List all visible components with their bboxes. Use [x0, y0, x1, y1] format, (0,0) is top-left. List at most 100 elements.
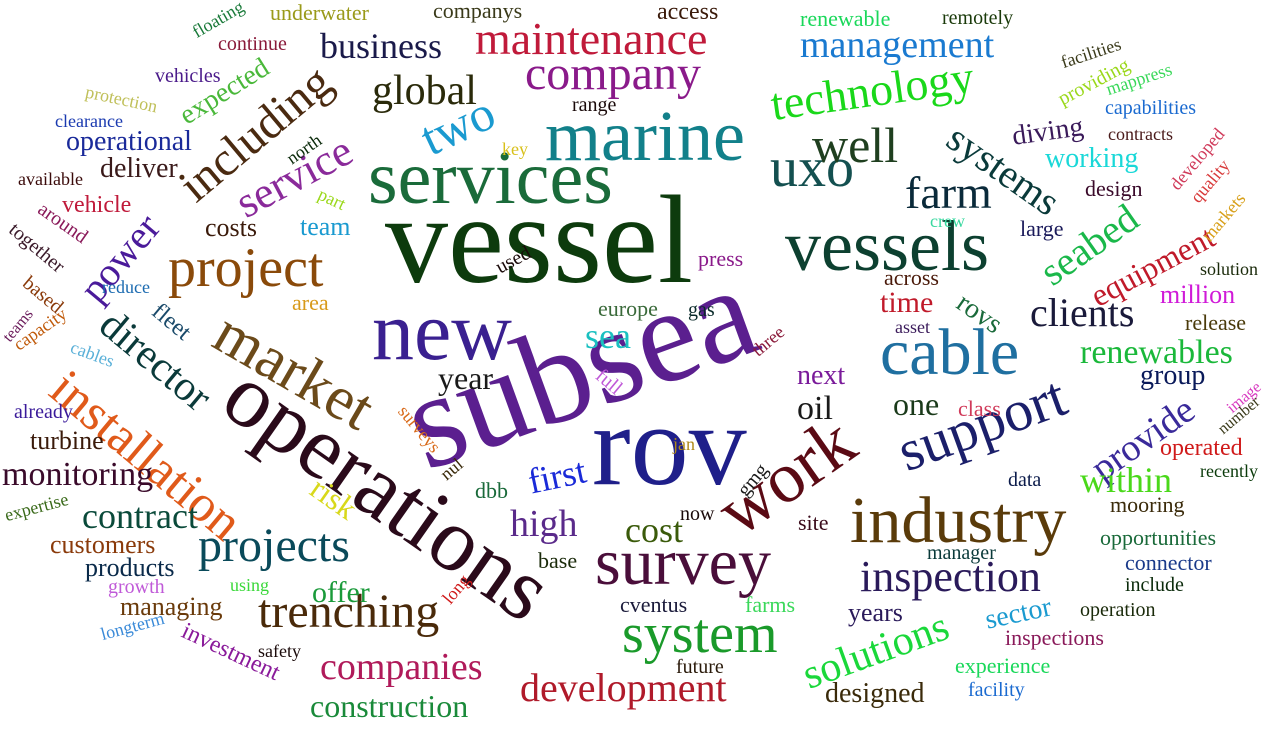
word-new: new: [372, 285, 512, 378]
word-years: years: [848, 598, 903, 627]
word-marine: marine: [545, 96, 745, 176]
word-solution: solution: [1200, 259, 1259, 279]
word-key: key: [502, 139, 528, 159]
word-team: team: [300, 212, 351, 241]
word-press: press: [698, 246, 744, 271]
word-farm: farm: [905, 167, 992, 218]
word-projects: projects: [198, 519, 350, 572]
word-project: project: [168, 237, 324, 299]
word-available: available: [18, 169, 83, 189]
word-well: well: [812, 117, 899, 173]
word-operated: operated: [1160, 435, 1243, 461]
word-remotely: remotely: [942, 7, 1014, 29]
word-renewables: renewables: [1080, 334, 1233, 371]
word-release: release: [1185, 310, 1247, 335]
word-million: million: [1160, 280, 1236, 309]
word-sea: sea: [585, 316, 631, 356]
word-data: data: [1008, 469, 1042, 491]
word-vessels: vessels: [785, 206, 989, 286]
word-monitoring: monitoring: [2, 456, 154, 493]
word-one: one: [893, 386, 940, 422]
word-clearance: clearance: [55, 111, 123, 131]
word-system: system: [622, 603, 778, 665]
word-time: time: [880, 286, 934, 319]
word-trenching: trenching: [258, 585, 440, 638]
word-construction: construction: [310, 688, 469, 724]
word-development: development: [520, 665, 727, 710]
word-growth: growth: [108, 576, 165, 598]
word-cost: cost: [625, 510, 683, 550]
word-offer: offer: [312, 576, 370, 609]
word-customers: customers: [50, 530, 156, 559]
word-company: company: [525, 47, 701, 100]
word-site: site: [798, 510, 829, 535]
word-costs: costs: [205, 213, 257, 242]
word-reduce: reduce: [102, 277, 150, 297]
word-next: next: [797, 360, 846, 391]
word-cventus: cventus: [620, 592, 688, 617]
word-inspections: inspections: [1005, 625, 1104, 650]
word-future: future: [676, 656, 724, 678]
word-operation: operation: [1080, 599, 1156, 621]
word-facility: facility: [968, 679, 1025, 701]
word-group: group: [1140, 360, 1206, 391]
word-using: using: [230, 575, 270, 595]
word-range: range: [572, 94, 617, 116]
word-europe: europe: [598, 296, 658, 321]
word-recently: recently: [1200, 461, 1258, 481]
word-part: part: [315, 184, 349, 214]
word-experience: experience: [955, 653, 1051, 678]
word-expertise: expertise: [2, 488, 71, 526]
word-opportunities: opportunities: [1100, 525, 1217, 550]
word-working: working: [1045, 143, 1139, 174]
word-area: area: [292, 290, 329, 315]
word-safety: safety: [258, 641, 301, 661]
word-class: class: [958, 396, 1001, 421]
word-designed: designed: [825, 678, 925, 709]
word-already: already: [14, 401, 73, 423]
word-management: management: [800, 24, 995, 66]
word-crew: crew: [930, 211, 965, 231]
word-first: first: [524, 450, 590, 502]
word-products: products: [85, 553, 175, 582]
word-year: year: [438, 360, 494, 396]
word-companys: companys: [433, 0, 523, 23]
word-design: design: [1085, 176, 1143, 201]
word-farms: farms: [745, 592, 796, 617]
word-renewable: renewable: [800, 6, 891, 31]
word-asset: asset: [895, 317, 930, 337]
word-continue: continue: [218, 33, 287, 55]
word-across: across: [884, 265, 939, 290]
word-now: now: [680, 503, 715, 525]
word-services: services: [368, 136, 613, 220]
word-operational: operational: [66, 126, 192, 157]
word-include: include: [1125, 574, 1184, 596]
word-capabilities: capabilities: [1105, 97, 1197, 119]
word-manager: manager: [927, 542, 996, 564]
word-companies: companies: [320, 646, 483, 688]
word-contracts: contracts: [1108, 124, 1173, 144]
word-uxo: uxo: [770, 137, 854, 199]
word-global: global: [372, 68, 477, 114]
word-inspection: inspection: [860, 552, 1041, 601]
word-industry: industry: [850, 484, 1067, 557]
word-managing: managing: [120, 592, 223, 621]
word-large: large: [1020, 216, 1064, 241]
word-dbb: dbb: [475, 478, 508, 503]
word-vehicle: vehicle: [62, 192, 132, 218]
word-turbine: turbine: [30, 426, 104, 455]
word-within: within: [1080, 460, 1173, 500]
word-clients: clients: [1030, 290, 1135, 335]
word-deliver: deliver: [100, 153, 178, 184]
word-gas: gas: [688, 299, 715, 321]
word-mooring: mooring: [1110, 492, 1185, 517]
word-jan: jan: [673, 434, 695, 454]
word-rov: rov: [592, 382, 747, 510]
word-maintenance: maintenance: [475, 13, 708, 64]
word-vehicles: vehicles: [155, 65, 221, 87]
word-contract: contract: [82, 496, 198, 536]
word-survey: survey: [595, 526, 771, 599]
word-access: access: [657, 0, 719, 25]
word-cable: cable: [880, 316, 1020, 389]
